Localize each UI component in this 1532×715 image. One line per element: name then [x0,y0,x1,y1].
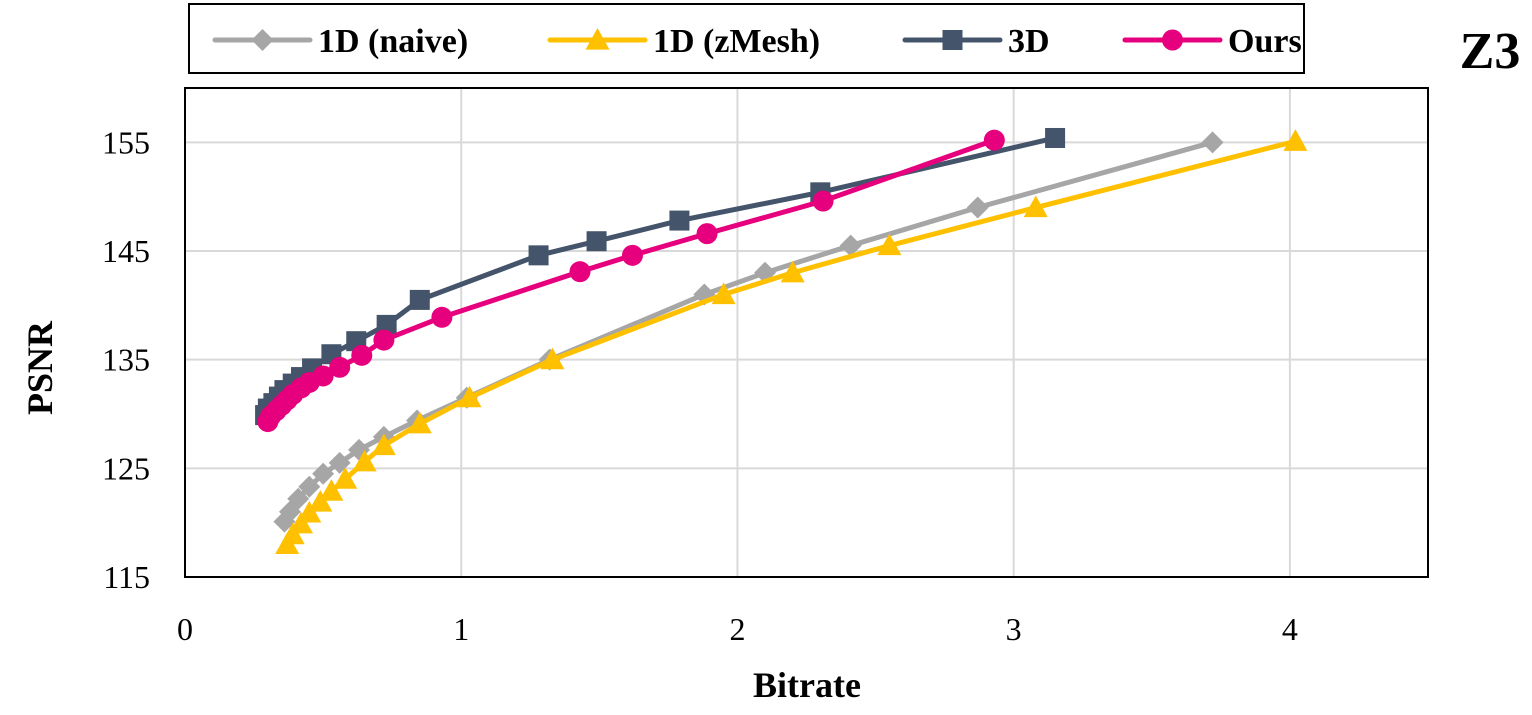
x-axis-title: Bitrate [753,665,861,705]
data-point [586,231,607,252]
data-point [780,260,805,283]
data-point [287,487,310,510]
data-point [696,223,718,245]
data-point [1023,195,1048,218]
data-point [308,490,333,512]
chart-title: Z3 [1460,23,1521,80]
data-point [966,196,989,219]
x-tick-label: 1 [453,611,469,647]
data-point [839,234,862,257]
data-point [409,289,430,310]
legend-entry: 1D (zMesh) [547,23,820,60]
y-tick-label: 135 [102,342,150,378]
series-line [281,139,1216,525]
data-point [297,500,322,523]
data-point [333,467,358,489]
data-point [1283,129,1308,151]
data-point [812,190,834,212]
data-point [711,282,736,305]
x-tick-label: 3 [1006,611,1022,647]
data-point [1201,131,1224,154]
data-point [621,244,643,266]
data-point [329,356,351,378]
data-point [352,449,377,472]
series-layer [255,127,1308,554]
legend-marker [942,30,963,50]
y-tick-label: 115 [103,559,150,595]
data-point [457,385,482,408]
legend-entries: 1D (naive) 1D (zMesh) 3D Ours [212,23,1302,60]
legend-label: Ours [1228,23,1302,60]
legend-entry: 3D [902,23,1050,60]
y-tick-label: 145 [102,233,150,269]
y-tick-label: 155 [102,124,150,160]
legend-box [188,3,1305,74]
data-point [371,433,396,456]
data-point [983,129,1005,151]
data-point [669,210,690,231]
legend-marker [251,29,274,51]
data-point [877,233,902,256]
data-point [540,347,565,370]
y-tick-label: 125 [102,450,150,486]
x-tick-label: 4 [1282,611,1298,647]
data-point [280,522,305,545]
data-point [1045,127,1066,148]
plot-area [184,87,1429,578]
data-point [312,462,335,485]
legend-entry: 1D (naive) [212,23,468,60]
data-point [298,475,321,498]
data-point [407,411,432,434]
data-point [289,511,314,534]
legend-label: 1D (naive) [318,23,468,60]
legend: 1D (naive) 1D (zMesh) 3D Ours [188,3,1305,74]
y-axis-title: PSNR [20,320,60,415]
legend-label: 1D (zMesh) [653,23,820,60]
series-ours [257,129,1005,433]
x-tick-labels: 0 1 2 3 4 [177,611,1298,647]
legend-entry: Ours [1122,23,1302,60]
data-point [312,365,334,387]
plot-border [184,87,1429,578]
data-point [431,306,453,328]
data-point [528,245,549,266]
x-tick-label: 2 [729,611,745,647]
data-point [569,261,591,283]
data-point [373,329,395,351]
legend-marker [1162,29,1183,51]
data-point [319,479,344,501]
x-tick-label: 0 [177,611,193,647]
legend-marker [585,28,610,50]
legend-label: 3D [1008,23,1050,60]
y-tick-labels: 115 125 135 145 155 [102,124,150,595]
series-1d-zmesh [275,129,1308,554]
data-point [351,344,373,366]
